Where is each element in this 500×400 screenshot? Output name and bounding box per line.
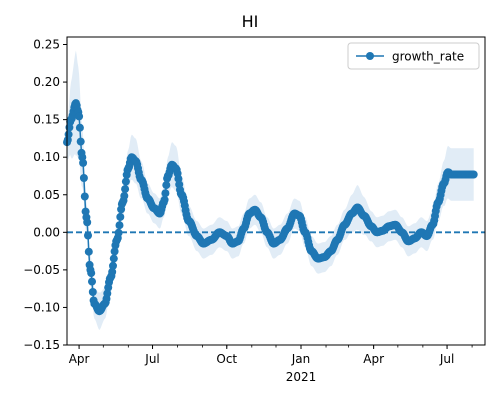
series-point [469, 170, 478, 179]
series-point [108, 267, 117, 276]
plot-frame [66, 36, 486, 346]
chart-title: HI [241, 12, 259, 31]
series-point [88, 277, 96, 286]
legend-label: growth_rate [392, 50, 464, 64]
series-point [162, 181, 171, 190]
series-point [161, 189, 170, 198]
series-point [80, 192, 89, 201]
series-point [116, 212, 125, 221]
series-point [109, 261, 117, 270]
y-tick-label: −0.10 [23, 300, 60, 314]
x-tick-label: Jan [291, 352, 311, 366]
x-tick-label: Apr [69, 352, 90, 366]
legend-marker [366, 52, 374, 60]
axes-layer: −0.15 −0.10 −0.05 0.00 0.05 0.10 0.15 0.20 0.25 A… [23, 36, 486, 384]
y-tick-label: −0.05 [23, 263, 60, 277]
series-point [160, 195, 169, 204]
series-point [84, 247, 93, 256]
y-tick-label: 0.15 [33, 113, 60, 127]
series-point [64, 130, 73, 139]
x-tick-label: Oct [216, 352, 237, 366]
y-tick-label: −0.15 [23, 338, 60, 352]
series-point [75, 112, 84, 121]
series-line-growth_rate [66, 101, 474, 313]
series-point [121, 185, 130, 194]
series-point [115, 221, 124, 230]
series-point [79, 174, 88, 182]
y-tick-label: 0.00 [33, 225, 60, 239]
series-point [79, 158, 88, 167]
series-point [76, 137, 85, 146]
y-tick-label: 0.25 [33, 38, 60, 52]
series-point [120, 191, 129, 200]
series-point [75, 123, 84, 132]
legend: growth_rate [347, 42, 480, 70]
series-point [103, 289, 112, 298]
series-point [121, 177, 130, 186]
x-tick-label: Jul [439, 352, 454, 366]
series-point [114, 228, 123, 237]
y-tick-label: 0.10 [33, 150, 60, 164]
legend-box [347, 42, 480, 70]
series-point [83, 218, 92, 227]
series-point [87, 269, 96, 278]
series-point [110, 247, 119, 256]
y-tick-label: 0.20 [33, 75, 60, 89]
series-point [109, 254, 118, 263]
series-point [88, 288, 97, 296]
x-tick-label: Apr [363, 352, 384, 366]
y-tick-label: 0.05 [33, 188, 60, 202]
series-layer [63, 99, 478, 316]
x-tick-label: Jul [144, 352, 159, 366]
series-point [84, 231, 92, 240]
x-year-label: 2021 [286, 370, 317, 384]
